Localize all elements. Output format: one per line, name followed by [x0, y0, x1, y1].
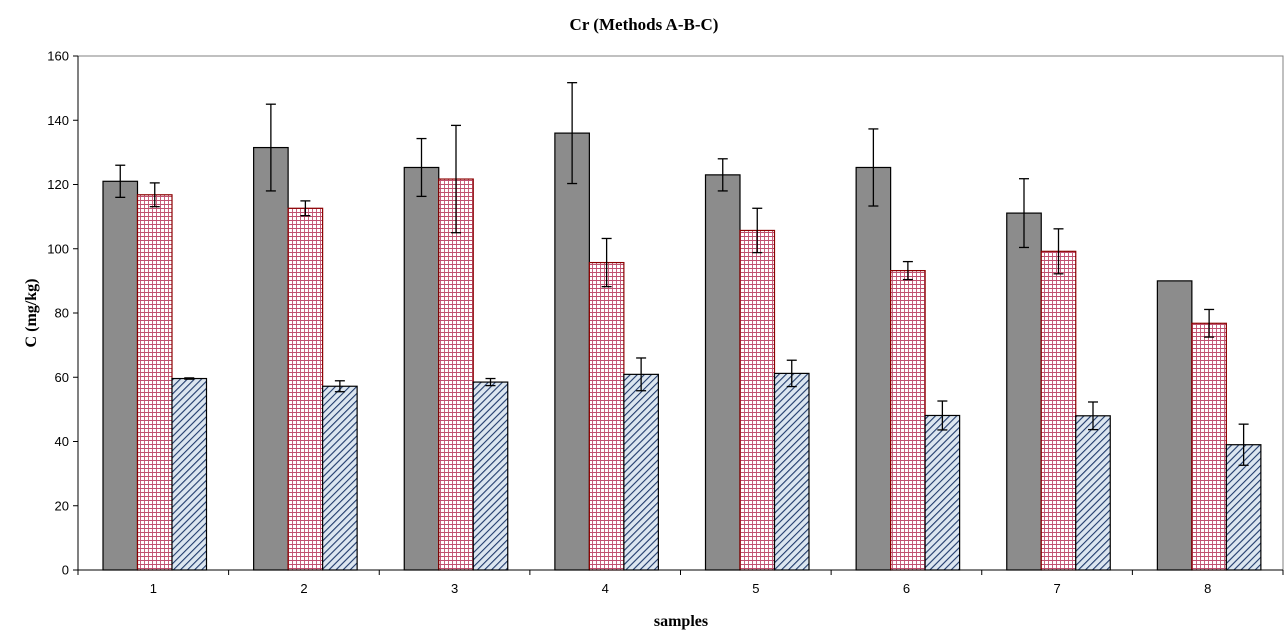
bar-series-1-sample-8	[1156, 280, 1193, 571]
bar-series-3-sample-6	[924, 414, 961, 571]
axes-layer: 0 20 40 60 80 100 120 140 160 1 2 3 4 5 6 7 8	[47, 49, 1284, 596]
bar-series-1-sample-5	[704, 174, 741, 571]
y-tick-label: 140	[47, 113, 69, 128]
y-axis-label: C (mg/kg)	[23, 279, 40, 348]
y-tick-label: 40	[55, 434, 69, 449]
bar-series-2-sample-8	[1191, 322, 1227, 571]
x-axis-label: samples	[654, 613, 708, 630]
error-bar-series-2-sample-1	[149, 182, 160, 208]
bar-series-2-sample-4	[588, 261, 625, 571]
y-tick-label: 80	[55, 306, 69, 321]
chart-title: Cr (Methods A-B-C)	[570, 15, 719, 34]
bar-series-3-sample-4	[623, 373, 659, 571]
bar-series-1-sample-7	[1006, 212, 1042, 571]
x-tick-label-sample-8: 8	[1204, 581, 1211, 596]
error-bar-series-1-sample-7	[1019, 178, 1029, 249]
y-tick-label: 20	[55, 498, 69, 513]
bars-layer	[102, 82, 1262, 571]
bar-series-2-sample-2	[287, 207, 324, 571]
bar-series-3-sample-7	[1075, 415, 1111, 571]
error-bar-series-2-sample-3	[451, 124, 461, 234]
error-bar-series-2-sample-4	[601, 237, 612, 288]
error-bar-series-1-sample-3	[416, 137, 427, 198]
x-tick-label-sample-4: 4	[602, 581, 609, 596]
bar-series-2-sample-7	[1040, 250, 1077, 571]
error-bar-series-2-sample-8	[1204, 308, 1215, 338]
bar-series-2-sample-1	[136, 194, 173, 571]
error-bar-series-1-sample-6	[868, 128, 879, 207]
error-bar-series-3-sample-6	[937, 400, 948, 431]
bar-series-2-sample-3	[438, 178, 474, 571]
error-bar-series-1-sample-5	[717, 158, 728, 192]
error-bar-series-2-sample-2	[300, 200, 311, 217]
bar-series-1-sample-3	[403, 166, 440, 571]
y-tick-label: 0	[62, 563, 69, 578]
error-bar-series-2-sample-7	[1053, 228, 1064, 275]
x-tick-label-sample-6: 6	[903, 581, 910, 596]
error-bar-series-2-sample-6	[902, 260, 913, 281]
error-bar-series-2-sample-5	[752, 207, 763, 254]
bar-series-1-sample-1	[102, 180, 139, 571]
bar-series-3-sample-1	[171, 377, 208, 571]
bar-series-1-sample-4	[554, 132, 590, 571]
error-bar-series-1-sample-2	[265, 103, 276, 192]
error-bar-series-3-sample-2	[334, 380, 345, 393]
error-bar-series-3-sample-5	[786, 359, 797, 388]
x-tick-label-sample-7: 7	[1053, 581, 1060, 596]
bar-series-3-sample-5	[773, 372, 810, 571]
x-tick-label-sample-2: 2	[300, 581, 307, 596]
y-tick-label: 120	[47, 177, 69, 192]
error-bar-series-3-sample-7	[1088, 401, 1098, 431]
error-bar-series-3-sample-3	[485, 377, 496, 387]
y-tick-label: 60	[55, 370, 69, 385]
error-bar-series-1-sample-1	[115, 164, 126, 199]
bar-series-1-sample-6	[855, 166, 892, 571]
error-bar-series-3-sample-4	[636, 357, 647, 392]
x-tick-label-sample-5: 5	[752, 581, 759, 596]
error-bar-series-3-sample-8	[1238, 423, 1249, 466]
bar-series-2-sample-5	[739, 229, 776, 571]
bar-series-3-sample-2	[322, 385, 358, 571]
y-tick-label: 160	[47, 49, 69, 64]
y-tick-label: 100	[47, 241, 69, 256]
bar-series-1-sample-2	[253, 146, 289, 571]
x-tick-label-sample-1: 1	[150, 581, 157, 596]
error-bar-series-3-sample-1	[184, 377, 195, 380]
error-bar-series-1-sample-4	[567, 82, 578, 185]
bar-series-2-sample-6	[890, 269, 926, 571]
x-tick-label-sample-3: 3	[451, 581, 458, 596]
bar-series-3-sample-3	[472, 381, 509, 571]
